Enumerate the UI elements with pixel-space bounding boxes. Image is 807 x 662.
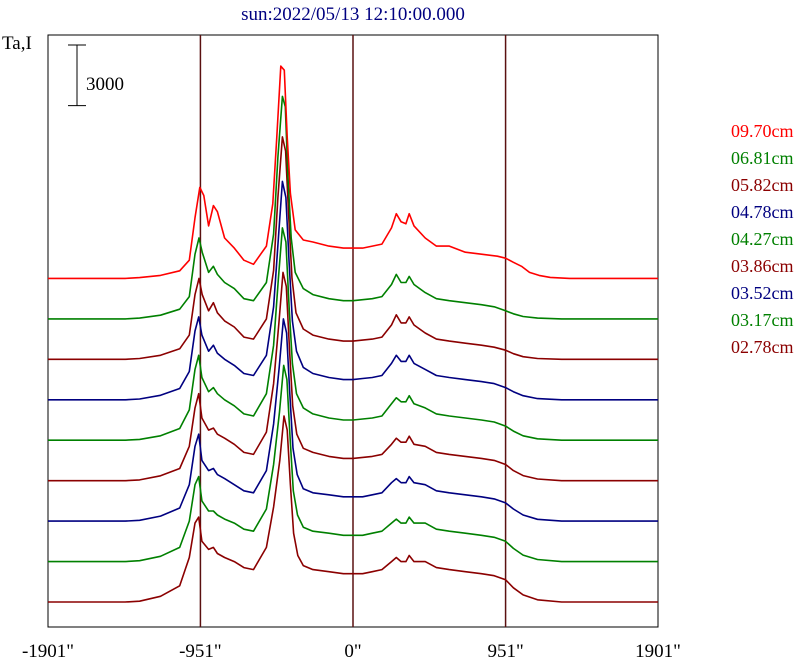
legend-entry-03-86cm: 03.86cm (731, 256, 794, 276)
legend-entry-02-78cm: 02.78cm (731, 337, 794, 357)
series-line-04-78cm (48, 180, 658, 401)
legend-entry-05-82cm: 05.82cm (731, 175, 794, 195)
legend-entry-03-17cm: 03.17cm (731, 310, 794, 330)
x-tick-label-4: 1901" (635, 641, 681, 662)
series-line-09-70cm (48, 65, 658, 280)
series-line-03-17cm (48, 364, 658, 563)
series-line-04-27cm (48, 227, 658, 442)
x-tick-labels: -1901" -951" 0" 951" 1901" (22, 641, 681, 662)
legend-entry-03-52cm: 03.52cm (731, 283, 794, 303)
y-axis-label: Ta,I (2, 33, 32, 54)
series-line-03-52cm (48, 318, 658, 522)
x-tick-label-2: 0" (344, 641, 361, 662)
vertical-markers (199, 35, 507, 627)
legend-entry-09-70cm: 09.70cm (731, 121, 794, 141)
x-tick-label-3: 951" (487, 641, 523, 662)
legend-entry-06-81cm: 06.81cm (731, 148, 794, 168)
x-tick-label-1: -951" (179, 641, 222, 662)
chart-title: sun:2022/05/13 12:10:00.000 (241, 4, 465, 25)
scale-bar-label: 3000 (86, 74, 124, 95)
legend-entry-04-27cm: 04.27cm (731, 229, 794, 249)
series-line-06-81cm (48, 95, 658, 320)
series-line-02-78cm (48, 415, 658, 603)
series-line-05-82cm (48, 136, 658, 361)
series-lines (48, 65, 658, 603)
legend-entry-04-78cm: 04.78cm (731, 202, 794, 222)
x-tick-label-0: -1901" (22, 641, 74, 662)
series-line-03-86cm (48, 271, 658, 482)
legend: 09.70cm 06.81cm 05.82cm 04.78cm 04.27cm 03.86… (731, 121, 794, 357)
scale-bar: 3000 (68, 44, 124, 107)
